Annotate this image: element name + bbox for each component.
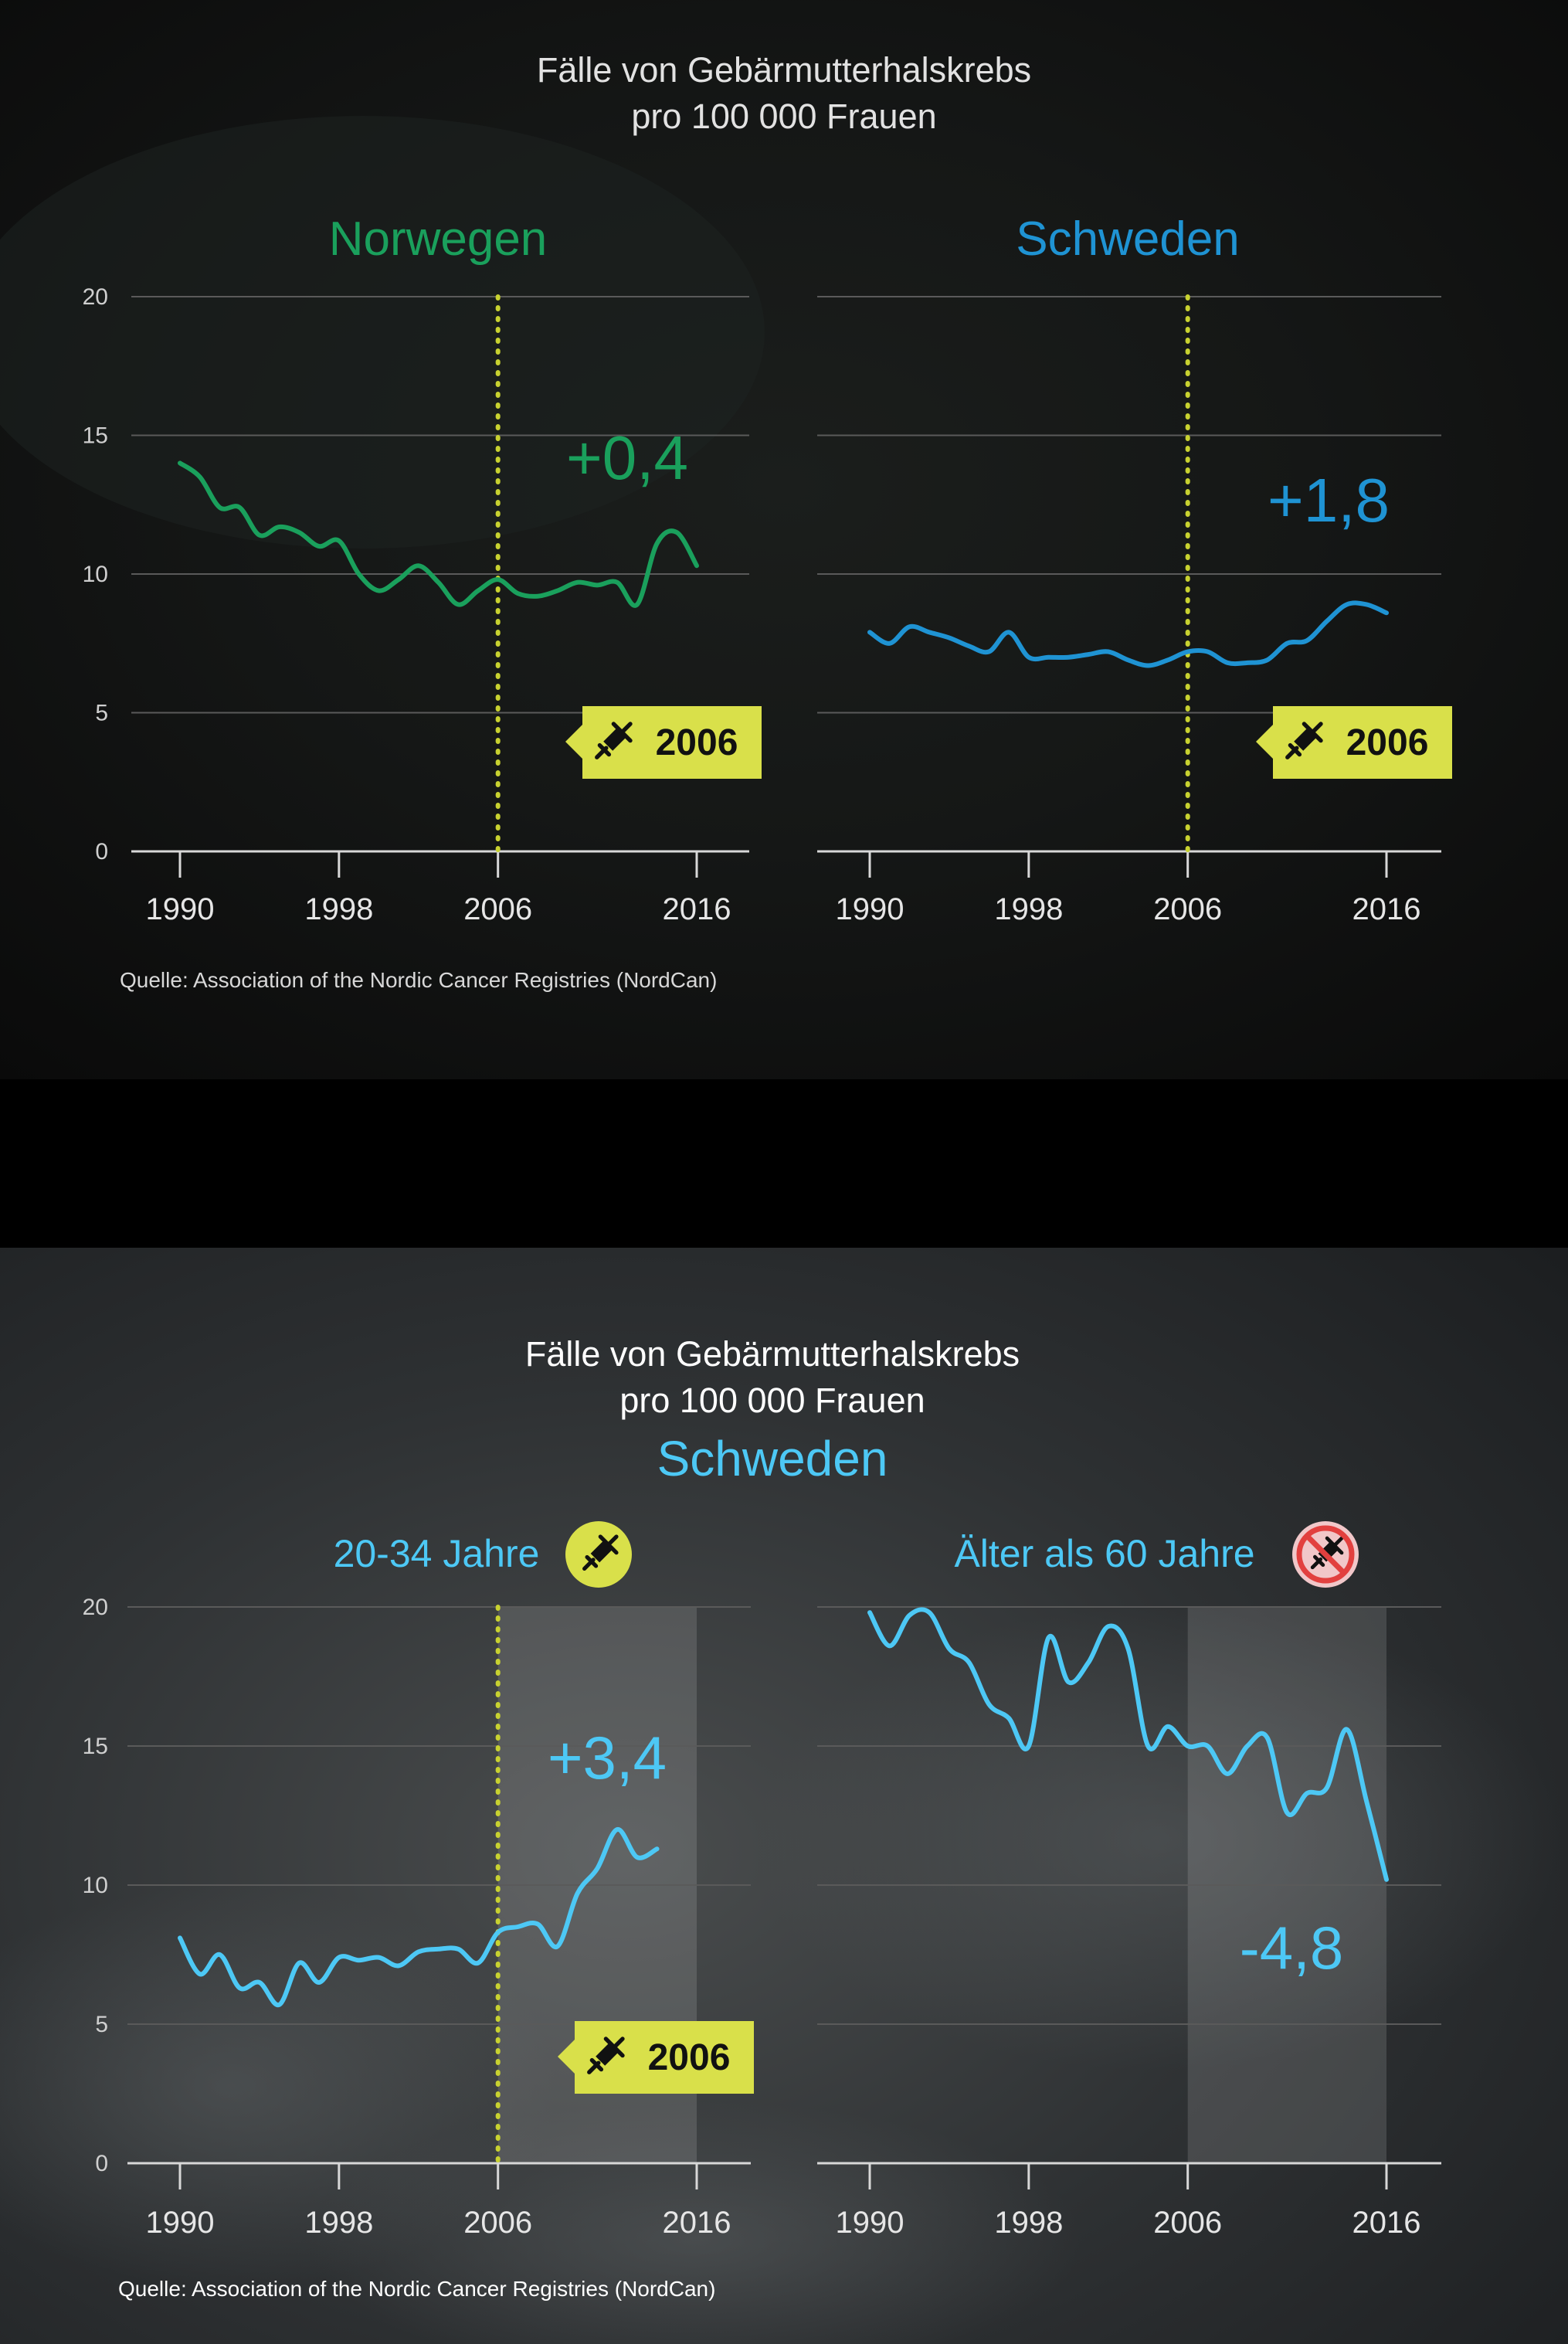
panel2-country: Schweden xyxy=(657,1431,888,1486)
x-tick-label: 1990 xyxy=(146,2206,215,2240)
change-annotation: -4,8 xyxy=(1240,1914,1343,1982)
x-tick-label: 1998 xyxy=(994,2206,1063,2240)
series-line xyxy=(178,460,699,608)
x-tick-label: 1990 xyxy=(836,892,904,926)
y-tick-label: 10 xyxy=(83,562,108,587)
panel1-source: Quelle: Association of the Nordic Cancer… xyxy=(120,968,717,992)
panel2-title-line1: Fälle von Gebärmutterhalskrebs xyxy=(525,1334,1020,1374)
x-tick-label: 2016 xyxy=(1352,892,1421,926)
y-tick-label: 5 xyxy=(95,2012,108,2037)
chart-sweden: 1990 1998 2006 2016 Schweden +1,8 2006 xyxy=(817,212,1452,926)
vaccination-badge: 2006 xyxy=(1256,706,1452,779)
chart-title: Norwegen xyxy=(329,212,548,266)
vaccination-year: 2006 xyxy=(656,722,738,763)
panel2-source: Quelle: Association of the Nordic Cancer… xyxy=(118,2277,715,2301)
series-line xyxy=(867,1607,1389,1882)
separator-band xyxy=(0,1079,1568,1248)
panel1-title-line2: pro 100 000 Frauen xyxy=(631,97,936,136)
panel2-cloud-2 xyxy=(757,1607,1560,2071)
x-tick-label: 1998 xyxy=(304,2206,373,2240)
chart-title: 20-34 Jahre xyxy=(334,1532,540,1575)
change-annotation: +1,8 xyxy=(1268,466,1390,535)
y-tick-label: 0 xyxy=(95,2151,108,2176)
change-annotation: +3,4 xyxy=(548,1724,667,1792)
x-tick-label: 1990 xyxy=(146,892,215,926)
no-syringe-icon xyxy=(1292,1521,1359,1588)
y-tick-label: 0 xyxy=(95,839,108,865)
chart-title: Älter als 60 Jahre xyxy=(954,1532,1254,1575)
x-tick-label: 1998 xyxy=(994,892,1063,926)
chart-sweden-60plus: 1990 1998 2006 2016 Älter als 60 Jahre -4,8 xyxy=(817,1521,1441,2240)
panel1-title-line1: Fälle von Gebärmutterhalskrebs xyxy=(537,50,1031,90)
vaccination-badge: 2006 xyxy=(558,2021,754,2094)
change-annotation: +0,4 xyxy=(566,423,688,492)
chart-norway: 0 5 10 15 20 1990 1998 2006 2016 Norwegen +0,4 2006 xyxy=(83,212,762,926)
chart-title: Schweden xyxy=(1016,212,1240,266)
x-tick-label: 2006 xyxy=(463,2206,532,2240)
chart-sweden-20-34: 0 5 10 15 20 1990 1998 2006 2016 20-34 Jahre +3,4 2… xyxy=(83,1521,754,2240)
y-tick-label: 15 xyxy=(83,423,108,449)
x-tick-label: 1990 xyxy=(836,2206,904,2240)
vaccination-year: 2006 xyxy=(1346,722,1429,763)
y-tick-label: 15 xyxy=(83,1734,108,1759)
y-tick-label: 5 xyxy=(95,701,108,726)
syringe-icon xyxy=(565,1521,632,1588)
x-tick-label: 2016 xyxy=(663,2206,731,2240)
panel2-title-line2: pro 100 000 Frauen xyxy=(619,1381,925,1420)
y-tick-label: 10 xyxy=(83,1873,108,1898)
x-tick-label: 1998 xyxy=(304,892,373,926)
y-tick-label: 20 xyxy=(83,1595,108,1620)
y-tick-label: 20 xyxy=(83,284,108,310)
x-tick-label: 2016 xyxy=(663,892,731,926)
vaccination-year: 2006 xyxy=(648,2037,731,2078)
x-tick-label: 2016 xyxy=(1352,2206,1421,2240)
panel1-glow xyxy=(0,116,765,549)
x-tick-label: 2006 xyxy=(1153,892,1222,926)
x-tick-label: 2006 xyxy=(1153,2206,1222,2240)
series-line xyxy=(867,600,1389,668)
series-line xyxy=(178,1827,660,2007)
x-tick-label: 2006 xyxy=(463,892,532,926)
vaccination-badge: 2006 xyxy=(565,706,762,779)
